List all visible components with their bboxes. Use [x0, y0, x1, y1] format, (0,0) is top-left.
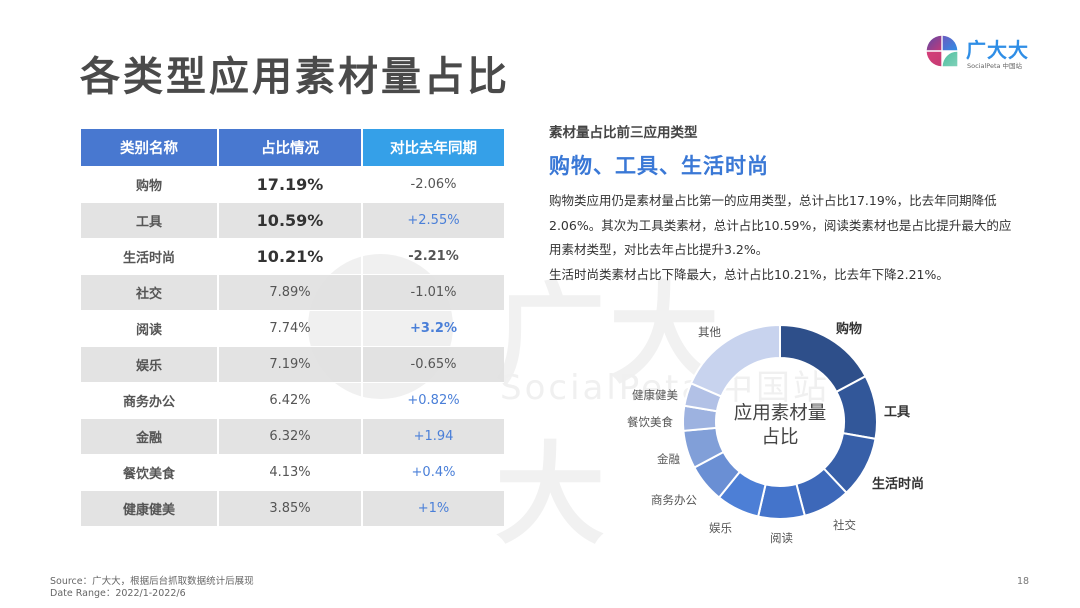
summary-paragraph: 购物类应用仍是素材量占比第一的应用类型，总计占比17.19%，比去年同期降低2.… — [549, 193, 1012, 257]
table-row: 健康健美 3.85% +1% — [81, 490, 504, 526]
logo-wordmark: 广大大 — [966, 38, 1029, 62]
share-value: 10.59% — [219, 202, 363, 238]
category-name: 生活时尚 — [81, 238, 219, 274]
donut-slice — [682, 426, 725, 469]
donut-label-other: 其他 — [698, 325, 721, 339]
page-title: 各类型应用素材量占比 — [80, 54, 510, 100]
donut-slice — [756, 482, 807, 520]
share-value: 4.13% — [219, 454, 363, 490]
table-row: 生活时尚 10.21% -2.21% — [81, 238, 504, 274]
donut-label-lifestyle: 生活时尚 — [872, 477, 925, 492]
summary-paragraph: 生活时尚类素材占比下降最大，总计占比10.21%，比去年下降2.21%。 — [549, 266, 949, 282]
column-header-share: 占比情况 — [219, 129, 363, 166]
source-text: Source：广大大，根据后台抓取数据统计后展现 — [50, 576, 254, 587]
yoy-change: +3.2% — [363, 310, 504, 346]
share-value: 3.85% — [219, 490, 363, 526]
category-name: 餐饮美食 — [81, 454, 219, 490]
donut-slice — [682, 404, 719, 432]
share-value: 6.42% — [219, 382, 363, 418]
donut-label-shopping: 购物 — [836, 322, 863, 337]
footer-source: Source：广大大，根据后台抓取数据统计后展现 Date Range：2022… — [50, 576, 254, 600]
donut-label-food: 餐饮美食 — [627, 415, 673, 429]
share-value: 6.32% — [219, 418, 363, 454]
brand-logo: 广大大 SocialPeta 中国站 — [926, 34, 1046, 74]
table-row: 购物 17.19% -2.06% — [81, 166, 504, 202]
table-row: 娱乐 7.19% -0.65% — [81, 346, 504, 382]
table-row: 商务办公 6.42% +0.82% — [81, 382, 504, 418]
summary-headline: 购物、工具、生活时尚 — [549, 154, 769, 178]
share-value: 17.19% — [219, 166, 363, 202]
summary-subtitle: 素材量占比前三应用类型 — [549, 125, 698, 141]
yoy-change: +0.4% — [363, 454, 504, 490]
donut-label-reading: 阅读 — [770, 531, 793, 545]
summary-body: 购物类应用仍是素材量占比第一的应用类型，总计占比17.19%，比去年同期降低2.… — [549, 189, 1019, 287]
yoy-change: +2.55% — [363, 202, 504, 238]
table-row: 阅读 7.74% +3.2% — [81, 310, 504, 346]
category-name: 健康健美 — [81, 490, 219, 526]
yoy-change: -2.21% — [363, 238, 504, 274]
logo-mark-icon — [926, 35, 958, 67]
category-name: 金融 — [81, 418, 219, 454]
share-value: 10.21% — [219, 238, 363, 274]
category-name: 社交 — [81, 274, 219, 310]
donut-label-business: 商务办公 — [651, 493, 697, 507]
date-range-text: Date Range：2022/1-2022/6 — [50, 588, 186, 599]
table-header-row: 类别名称 占比情况 对比去年同期 — [81, 129, 504, 166]
donut-slice — [835, 374, 878, 441]
donut-label-health: 健康健美 — [632, 388, 678, 402]
share-value: 7.89% — [219, 274, 363, 310]
table-row: 金融 6.32% +1.94 — [81, 418, 504, 454]
yoy-change: -2.06% — [363, 166, 504, 202]
column-header-yoy: 对比去年同期 — [363, 129, 504, 166]
yoy-change: +1.94 — [363, 418, 504, 454]
category-share-table: 类别名称 占比情况 对比去年同期 购物 17.19% -2.06% 工具 10.… — [81, 129, 504, 526]
donut-label-entertainment: 娱乐 — [709, 521, 732, 535]
page-number: 18 — [1017, 576, 1030, 587]
table-row: 餐饮美食 4.13% +0.4% — [81, 454, 504, 490]
yoy-change: -1.01% — [363, 274, 504, 310]
donut-label-social: 社交 — [833, 518, 856, 532]
share-value: 7.74% — [219, 310, 363, 346]
category-name: 娱乐 — [81, 346, 219, 382]
donut-slice — [795, 467, 848, 517]
share-value: 7.19% — [219, 346, 363, 382]
yoy-change: -0.65% — [363, 346, 504, 382]
table-row: 工具 10.59% +2.55% — [81, 202, 504, 238]
donut-center-label: 应用素材量 占比 — [720, 402, 840, 450]
donut-slice — [717, 470, 767, 518]
center-label-line2: 占比 — [761, 427, 799, 448]
yoy-change: +0.82% — [363, 382, 504, 418]
donut-slice — [683, 381, 723, 413]
category-name: 商务办公 — [81, 382, 219, 418]
column-header-category: 类别名称 — [81, 129, 219, 166]
yoy-change: +1% — [363, 490, 504, 526]
category-name: 购物 — [81, 166, 219, 202]
table-row: 社交 7.89% -1.01% — [81, 274, 504, 310]
category-name: 阅读 — [81, 310, 219, 346]
logo-subtitle: SocialPeta 中国站 — [967, 62, 1023, 70]
donut-label-tools: 工具 — [884, 405, 911, 420]
center-label-line1: 应用素材量 — [733, 403, 827, 424]
donut-slice — [692, 450, 742, 499]
donut-label-finance: 金融 — [657, 452, 680, 466]
category-name: 工具 — [81, 202, 219, 238]
